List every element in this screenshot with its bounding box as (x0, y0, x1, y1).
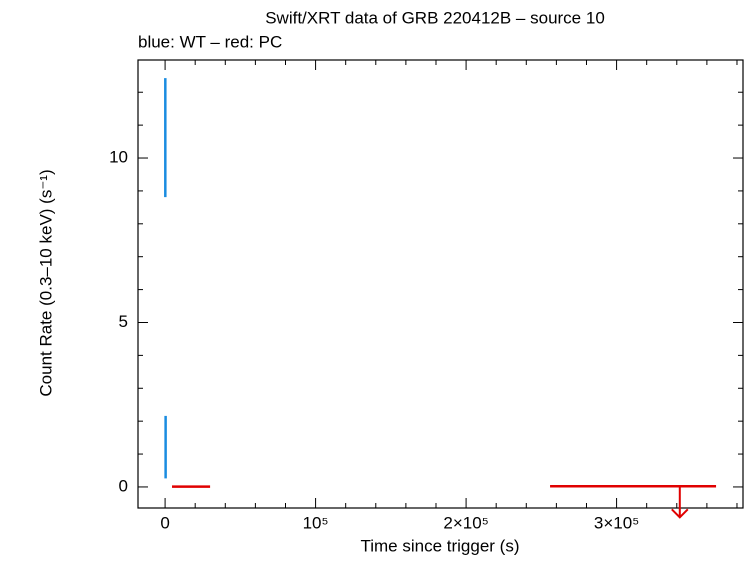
plot-frame (137, 59, 744, 509)
x-tick-label: 10⁵ (303, 513, 329, 532)
y-tick-label: 5 (119, 312, 128, 331)
x-tick-label: 2×10⁵ (443, 513, 488, 532)
y-tick-label: 0 (119, 476, 128, 495)
upper-limit-arrow (671, 486, 689, 519)
chart-title: Swift/XRT data of GRB 220412B – source 1… (265, 8, 605, 27)
y-tick-label: 10 (109, 148, 128, 167)
chart-subtitle: blue: WT – red: PC (138, 32, 282, 51)
y-axis-label: Count Rate (0.3–10 keV) (s⁻¹) (36, 169, 55, 396)
x-axis-label: Time since trigger (s) (360, 536, 519, 555)
x-tick-label: 3×10⁵ (594, 513, 639, 532)
x-tick-label: 0 (160, 513, 169, 532)
